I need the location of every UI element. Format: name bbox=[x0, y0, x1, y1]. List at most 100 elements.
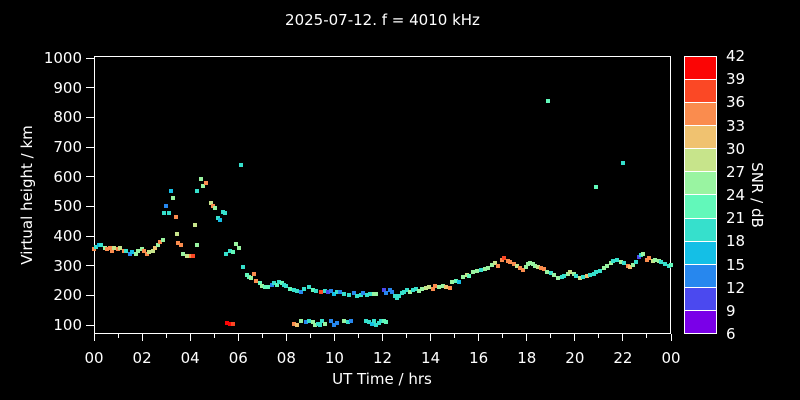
data-point bbox=[440, 283, 445, 288]
data-point bbox=[140, 247, 145, 252]
data-point bbox=[320, 319, 325, 324]
data-point bbox=[295, 323, 300, 327]
data-point bbox=[450, 279, 455, 284]
x-minor-tick bbox=[357, 334, 359, 338]
data-point bbox=[499, 258, 504, 263]
data-point bbox=[116, 247, 121, 252]
x-tick bbox=[285, 334, 287, 341]
data-point bbox=[184, 253, 189, 258]
data-point bbox=[588, 272, 593, 277]
data-point bbox=[155, 242, 160, 247]
data-point bbox=[249, 275, 254, 280]
data-point bbox=[110, 248, 115, 253]
x-tick bbox=[93, 334, 95, 341]
data-point bbox=[319, 289, 324, 294]
data-point bbox=[662, 262, 667, 267]
y-tick-label: 300 bbox=[53, 256, 82, 275]
data-point bbox=[482, 267, 487, 272]
data-point bbox=[173, 215, 178, 219]
colorbar-segment bbox=[685, 80, 716, 104]
data-point bbox=[598, 269, 603, 273]
data-point bbox=[94, 245, 99, 250]
data-point bbox=[262, 284, 267, 289]
data-point bbox=[136, 249, 141, 254]
data-point bbox=[334, 321, 339, 326]
data-point bbox=[565, 271, 570, 276]
colorbar-segment bbox=[685, 287, 716, 311]
data-point bbox=[307, 284, 312, 289]
colorbar-tick-label: 36 bbox=[726, 93, 746, 112]
data-point bbox=[577, 275, 582, 280]
colorbar-segment bbox=[685, 172, 716, 196]
colorbar-tick-label: 27 bbox=[726, 162, 746, 181]
data-point bbox=[295, 288, 300, 293]
data-point bbox=[351, 290, 356, 295]
data-point bbox=[611, 259, 616, 264]
data-point bbox=[342, 319, 347, 324]
data-point bbox=[105, 247, 110, 252]
data-point bbox=[379, 319, 384, 324]
colorbar-tick-label: 24 bbox=[726, 186, 746, 204]
data-point bbox=[338, 289, 343, 294]
data-point bbox=[541, 267, 546, 272]
x-tick bbox=[478, 334, 480, 341]
data-point bbox=[475, 269, 480, 273]
data-point bbox=[203, 180, 208, 185]
y-tick-label: 700 bbox=[53, 138, 82, 156]
data-point bbox=[372, 291, 377, 296]
y-tick-label: 500 bbox=[53, 197, 82, 216]
y-tick bbox=[86, 235, 94, 237]
data-point bbox=[160, 237, 165, 242]
data-point bbox=[303, 320, 308, 325]
data-point bbox=[332, 323, 337, 327]
x-minor-tick bbox=[165, 334, 167, 338]
data-point bbox=[584, 274, 589, 279]
data-point bbox=[568, 270, 573, 275]
colorbar-tick-label: 9 bbox=[726, 301, 736, 320]
data-point bbox=[124, 249, 129, 254]
data-point bbox=[244, 272, 249, 277]
data-point bbox=[517, 266, 522, 271]
data-point bbox=[423, 285, 428, 290]
data-point bbox=[479, 268, 484, 273]
data-point bbox=[130, 250, 135, 255]
y-tick-label: 600 bbox=[53, 167, 82, 186]
data-point bbox=[257, 280, 262, 285]
data-point bbox=[467, 274, 472, 279]
data-point bbox=[533, 264, 538, 269]
data-point bbox=[594, 185, 599, 190]
data-point bbox=[605, 264, 610, 269]
data-point bbox=[364, 292, 369, 297]
data-point bbox=[218, 217, 223, 222]
colorbar-segment bbox=[685, 218, 716, 242]
data-point bbox=[461, 274, 466, 279]
data-point bbox=[384, 290, 389, 295]
data-point bbox=[328, 288, 333, 293]
data-point bbox=[195, 188, 200, 193]
colorbar-tick-label: 12 bbox=[726, 278, 746, 297]
data-point bbox=[433, 283, 438, 288]
data-point bbox=[322, 322, 327, 327]
chart-title: 2025-07-12. f = 4010 kHz bbox=[285, 11, 480, 29]
data-point bbox=[328, 319, 333, 324]
colorbar-tick-label: 30 bbox=[726, 139, 746, 158]
x-tick bbox=[670, 334, 672, 341]
data-point bbox=[254, 278, 259, 283]
data-point bbox=[107, 246, 112, 251]
colorbar-segment bbox=[685, 126, 716, 150]
data-point bbox=[287, 286, 292, 291]
data-point bbox=[195, 242, 200, 247]
data-point bbox=[559, 274, 564, 279]
data-point bbox=[161, 211, 166, 216]
x-tick-label: 10 bbox=[324, 349, 344, 367]
data-point bbox=[220, 209, 225, 214]
data-point bbox=[562, 274, 566, 279]
x-tick bbox=[574, 334, 576, 341]
data-point bbox=[322, 288, 327, 293]
data-point bbox=[227, 248, 232, 253]
data-point bbox=[171, 196, 176, 201]
data-point bbox=[313, 323, 318, 327]
data-point bbox=[525, 262, 530, 267]
data-point bbox=[238, 163, 243, 168]
data-point bbox=[381, 287, 386, 292]
